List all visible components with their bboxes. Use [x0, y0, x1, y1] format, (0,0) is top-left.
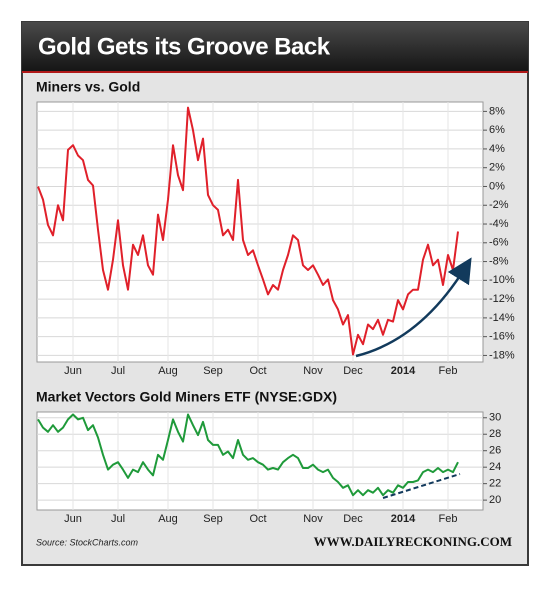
x-tick-label: Dec — [343, 365, 363, 377]
y-tick-label: -8% — [489, 255, 509, 267]
x-tick-label: Sep — [203, 365, 223, 377]
y-tick-label: 20 — [489, 494, 501, 506]
series-line — [37, 106, 459, 356]
x-tick-label: Aug — [158, 513, 178, 525]
y-tick-label: 26 — [489, 445, 501, 457]
y-tick-label: -4% — [489, 218, 509, 230]
x-tick-label: Dec — [343, 513, 363, 525]
y-tick-label: -12% — [489, 293, 515, 305]
source: Source: StockCharts.com — [36, 537, 139, 547]
x-tick-label: Nov — [303, 365, 323, 377]
x-tick-label: Feb — [439, 365, 458, 377]
x-tick-label: Sep — [203, 513, 223, 525]
y-tick-label: 22 — [489, 478, 501, 490]
plots: Miners vs. Gold -18% -16% -14% -12% -10% -8% -6… — [36, 79, 515, 525]
y-tick-label: 24 — [489, 461, 501, 473]
trend-line — [382, 473, 461, 499]
header-title: Gold Gets its Groove Back — [38, 33, 331, 60]
x-tick-label: Oct — [249, 513, 266, 525]
x-tick-label: Jul — [111, 513, 125, 525]
y-tick-label: 4% — [489, 143, 505, 155]
y-tick-label: -2% — [489, 199, 509, 211]
y-tick-label: 2% — [489, 162, 505, 174]
plot-area — [36, 101, 484, 363]
x-tick-label: Oct — [249, 365, 266, 377]
header-bar — [22, 22, 528, 72]
plot-area — [36, 411, 484, 511]
y-tick-label: -10% — [489, 274, 515, 286]
x-tick-label: Nov — [303, 513, 323, 525]
y-tick-label: 0% — [489, 180, 505, 192]
y-tick-label: 8% — [489, 105, 505, 117]
x-tick-label: 2014 — [391, 513, 416, 525]
x-tick-label: Aug — [158, 365, 178, 377]
chart-title: Miners vs. Gold — [36, 79, 140, 95]
x-tick-label: Jul — [111, 365, 125, 377]
x-tick-label: Feb — [439, 513, 458, 525]
x-tick-label: Jun — [64, 365, 82, 377]
chart-title: Market Vectors Gold Miners ETF (NYSE:GDX… — [36, 389, 337, 405]
trend-arrow — [355, 257, 472, 358]
y-tick-label: -6% — [489, 237, 509, 249]
y-tick-label: -14% — [489, 312, 515, 324]
y-tick-label: 28 — [489, 428, 501, 440]
y-tick-label: 6% — [489, 124, 505, 136]
watermark: WWW.DAILYRECKONING.COM — [314, 534, 512, 549]
x-tick-label: Jun — [64, 513, 82, 525]
y-tick-label: 30 — [489, 412, 501, 424]
y-tick-label: -16% — [489, 331, 515, 343]
series-line — [37, 413, 459, 497]
x-tick-label: 2014 — [391, 365, 416, 377]
y-tick-label: -18% — [489, 349, 515, 361]
